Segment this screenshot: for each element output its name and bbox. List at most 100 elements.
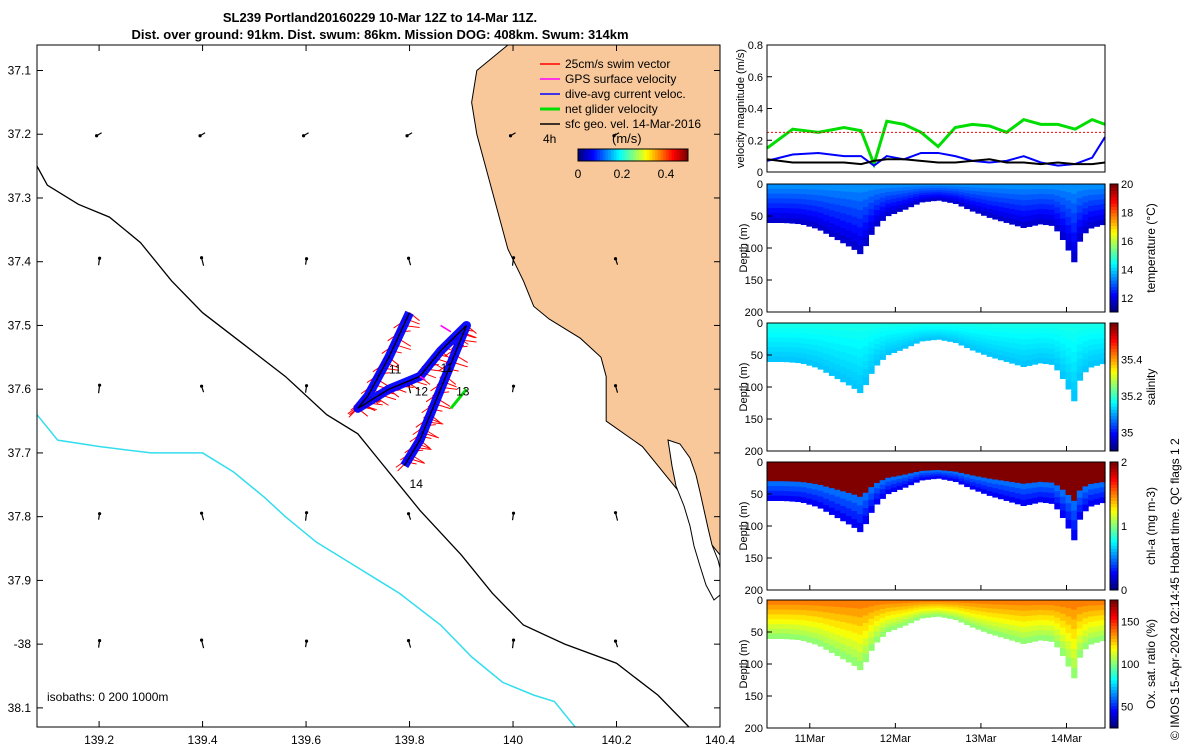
profile-cell	[834, 343, 841, 352]
profile-cell	[783, 600, 791, 606]
colorbar-cell	[1110, 377, 1118, 382]
profile-cell	[845, 238, 853, 247]
profile-cell	[828, 362, 836, 370]
profile-cell	[1003, 337, 1010, 343]
profile-cell	[851, 502, 858, 512]
profile-cell	[772, 624, 779, 630]
depth-ylabel: Depth (m)	[738, 640, 750, 689]
profile-cell	[800, 358, 808, 364]
profile-cell	[840, 651, 847, 660]
profile-cell	[896, 462, 903, 467]
profile-cell	[1065, 478, 1072, 488]
profile-cell	[1020, 489, 1027, 496]
profile-cell	[969, 606, 977, 611]
profile-cell	[840, 483, 847, 492]
profile-cell	[795, 600, 802, 606]
profile-cell	[924, 612, 931, 616]
profile-cell	[828, 329, 836, 337]
profile-cell	[795, 609, 802, 616]
day-label: 11	[389, 362, 402, 376]
profile-cell	[879, 462, 886, 468]
profile-cell	[902, 341, 909, 346]
profile-cell	[1031, 610, 1038, 617]
profile-cell	[834, 371, 841, 380]
profile-cell	[992, 617, 999, 623]
profile-cell	[1076, 212, 1084, 221]
profile-cell	[1076, 600, 1084, 608]
profile-cell	[1059, 510, 1067, 518]
profile-cell	[862, 485, 869, 494]
profile-cell	[828, 468, 836, 476]
profile-cell	[936, 186, 943, 189]
colorbar-cell	[1110, 302, 1118, 307]
profile-cell	[992, 608, 999, 614]
profile-cell	[913, 186, 920, 190]
profile-cell	[1099, 635, 1106, 642]
profile-cell	[1082, 341, 1089, 348]
profile-cell	[941, 615, 948, 618]
profile-cell	[958, 470, 965, 474]
colorbar-cell	[1110, 380, 1118, 385]
profile-cell	[851, 608, 858, 617]
profile-cell	[992, 340, 999, 346]
profile-cell	[1065, 608, 1072, 618]
profile-cell	[1037, 624, 1044, 631]
profile-cell	[924, 470, 931, 474]
profile-cell	[913, 615, 920, 619]
profile-cell	[834, 475, 841, 484]
profile-cell	[851, 624, 858, 634]
profile-cell	[1048, 343, 1055, 350]
profile-cell	[862, 214, 869, 224]
profile-cell	[924, 199, 931, 202]
profile-cell	[1037, 481, 1044, 488]
profile-cell	[947, 188, 954, 192]
profile-cell	[868, 341, 875, 349]
profile-cell	[1048, 620, 1055, 627]
profile-cell	[964, 187, 971, 191]
profile-cell	[1088, 189, 1095, 196]
profile-cell	[885, 473, 892, 479]
profile-cell	[1082, 196, 1089, 203]
profile-cell	[907, 476, 915, 480]
profile-cell	[857, 496, 864, 507]
profile-cell	[924, 186, 931, 189]
profile-cell	[862, 623, 869, 632]
profile-cell	[919, 331, 926, 335]
profile-cell	[902, 609, 909, 614]
profile-cell	[947, 466, 954, 470]
profile-cell	[806, 344, 813, 350]
profile-cell	[879, 336, 886, 342]
profile-cell	[789, 609, 796, 616]
profile-cell	[1099, 323, 1106, 329]
profile-cell	[795, 184, 802, 190]
profile-cell	[1088, 200, 1095, 207]
profile-cell	[874, 488, 881, 495]
profile-cell	[997, 197, 1005, 203]
profile-cell	[783, 198, 791, 204]
profile-cell	[1026, 221, 1033, 227]
colorbar-cell	[663, 149, 667, 161]
profile-cell	[896, 479, 903, 484]
profile-cell	[823, 643, 830, 650]
colorbar-cell	[1110, 399, 1118, 404]
profile-cell	[969, 600, 977, 604]
profile-cell	[1031, 204, 1038, 211]
colorbar-cell	[1110, 241, 1118, 246]
profile-cell	[958, 197, 965, 202]
profile-cell	[1099, 487, 1106, 493]
profile-cell	[941, 331, 948, 335]
colorbar-cell	[1110, 699, 1118, 703]
profile-cell	[1099, 497, 1106, 504]
profile-cell	[1059, 648, 1067, 656]
profile-cell	[1003, 633, 1010, 639]
profile-cell	[958, 464, 965, 469]
profile-cell	[986, 331, 993, 337]
profile-cell	[806, 621, 813, 627]
profile-cell	[812, 361, 819, 368]
profile-cell	[885, 623, 892, 629]
profile-cell	[1093, 215, 1100, 222]
profile-cell	[840, 205, 847, 214]
profile-cell	[783, 188, 791, 195]
profile-cell	[1059, 329, 1067, 338]
profile-cell	[817, 617, 824, 624]
